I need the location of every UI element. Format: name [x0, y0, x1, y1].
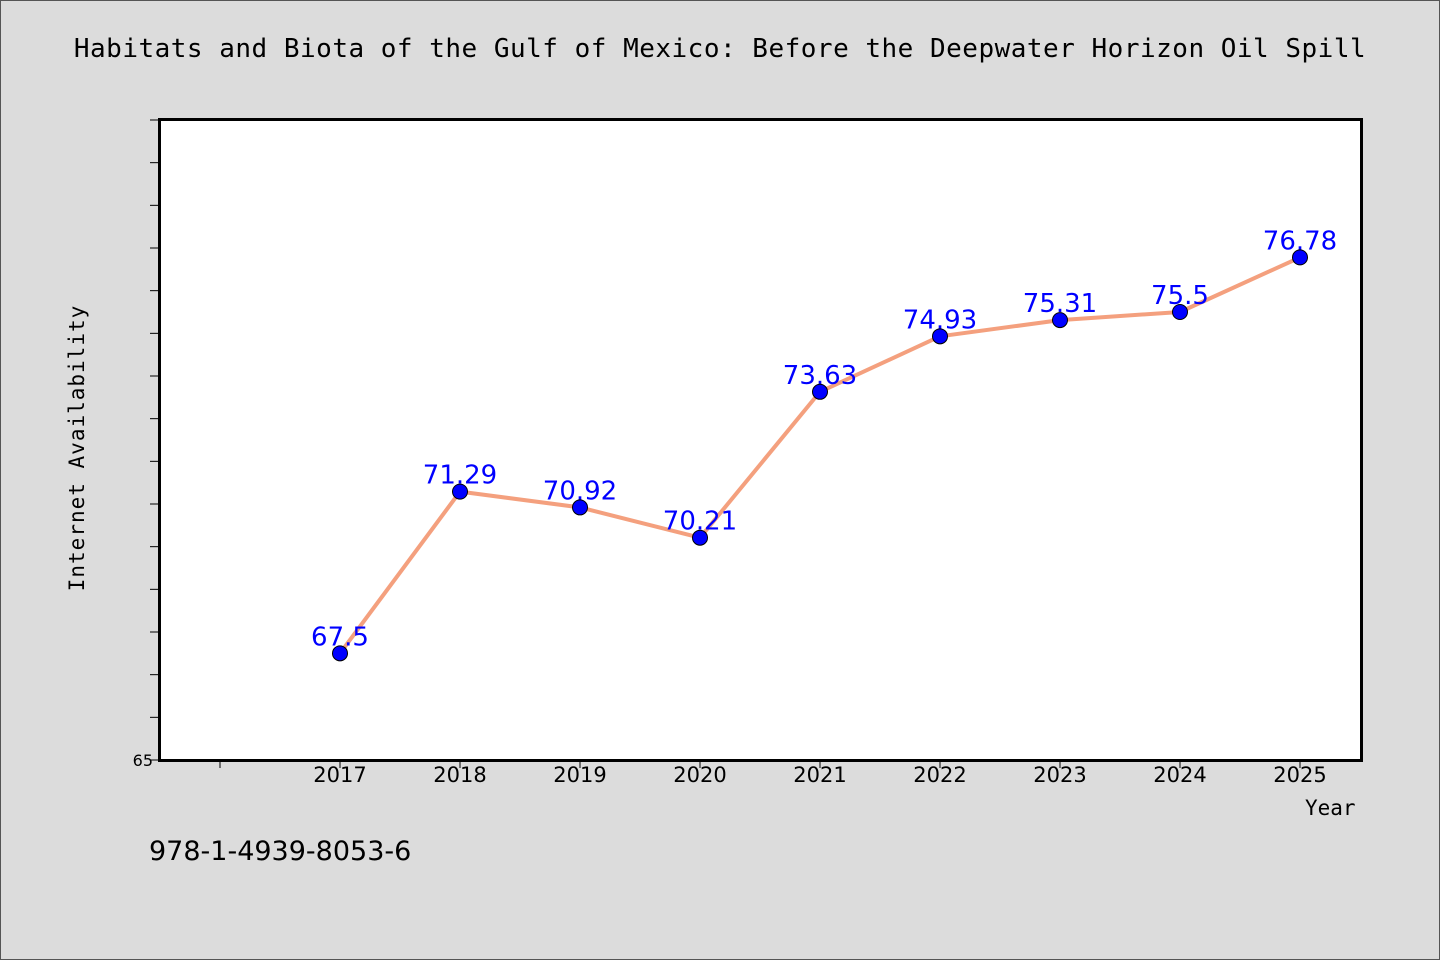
y-tick-label: 65 [133, 751, 153, 770]
x-tick-label: 2020 [673, 763, 726, 787]
data-point [1292, 249, 1308, 266]
data-point [572, 499, 588, 516]
data-point [932, 328, 948, 345]
data-point [1172, 304, 1188, 320]
chart-title: Habitats and Biota of the Gulf of Mexico… [73, 34, 1367, 64]
x-axis-label: Year [1305, 796, 1356, 820]
x-tick-label: 2023 [1033, 763, 1086, 787]
y-axis-ticks: 65 [133, 119, 159, 770]
x-tick-label: 2017 [313, 763, 366, 787]
x-tick-label: 2025 [1273, 763, 1326, 787]
x-tick-label: 2019 [553, 763, 606, 787]
plot-area [158, 118, 1363, 762]
x-tick-label: 2018 [433, 763, 486, 787]
data-point [1052, 312, 1068, 329]
data-point [452, 483, 468, 500]
x-tick-label: 2022 [913, 763, 966, 787]
data-point [692, 529, 708, 546]
data-point [812, 383, 828, 400]
data-point [332, 645, 348, 662]
isbn-text: 978-1-4939-8053-6 [149, 836, 412, 867]
x-tick-label: 2021 [793, 763, 846, 787]
x-axis-ticks: 2017 2018 2019 2020 2021 2022 2023 2024 2025 [219, 761, 1327, 787]
x-tick-label: 2024 [1153, 763, 1206, 787]
